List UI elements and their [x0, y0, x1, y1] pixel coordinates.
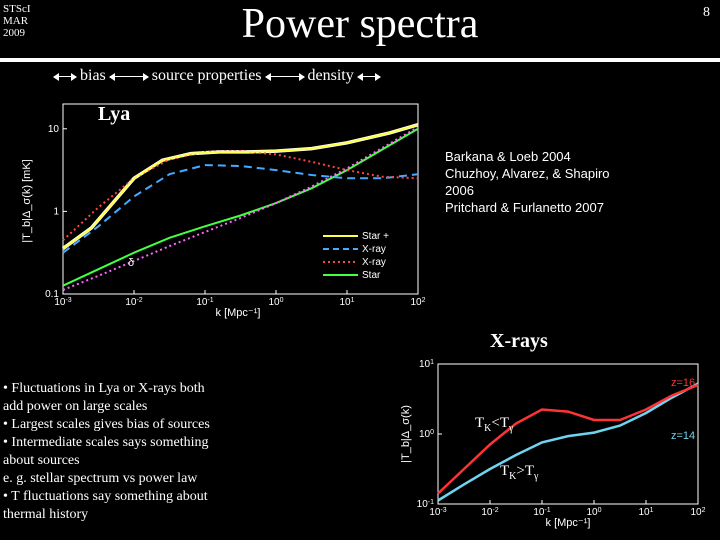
bullet-list: • Fluctuations in Lya or X-rays both add… — [3, 380, 373, 524]
svg-text:100: 100 — [268, 297, 283, 309]
sub-xlabel: k [Mpc⁻¹] — [546, 517, 591, 529]
svg-text:101: 101 — [638, 507, 653, 519]
svg-text:X-ray: X-ray — [362, 244, 386, 255]
arrow-density-right — [358, 76, 380, 77]
ref-2b: 2006 — [445, 182, 610, 199]
bullet-3b: e. g. stellar spectrum vs power law — [3, 470, 373, 488]
svg-text:Star: Star — [362, 270, 381, 281]
xrays-chart-label: X-rays — [490, 330, 548, 353]
z16-label: z=16 — [671, 377, 695, 389]
svg-text:X-ray: X-ray — [362, 257, 386, 268]
main-power-spectrum-chart: 10-310-210-11001011020.1110 k [Mpc⁻¹] |T… — [18, 96, 428, 321]
arrow-bias-left — [54, 76, 76, 77]
bullet-3: • Intermediate scales says something — [3, 434, 373, 452]
svg-text:10-1: 10-1 — [196, 297, 213, 309]
sub-ylabel: |T_b|Δ_σ(k) — [400, 405, 412, 463]
svg-text:101: 101 — [339, 297, 354, 309]
title-rule — [0, 58, 720, 62]
tk-gt-tgamma: TK>Tγ — [500, 463, 538, 482]
bullet-3a: about sources — [3, 452, 373, 470]
svg-text:10-3: 10-3 — [429, 507, 446, 519]
bullet-1a: add power on large scales — [3, 398, 373, 416]
source-label: source properties — [152, 67, 262, 85]
svg-text:102: 102 — [690, 507, 705, 519]
svg-text:102: 102 — [410, 297, 425, 309]
svg-text:0.1: 0.1 — [45, 289, 59, 300]
svg-text:Star +: Star + — [362, 231, 389, 242]
page-title: Power spectra — [0, 0, 720, 48]
svg-text:101: 101 — [419, 359, 434, 371]
svg-text:10: 10 — [48, 124, 60, 135]
density-label: density — [308, 67, 354, 85]
annotation-row: bias source properties density — [50, 67, 384, 85]
references-block: Barkana & Loeb 2004 Chuzhoy, Alvarez, & … — [445, 148, 610, 216]
ref-2: Chuzhoy, Alvarez, & Shapiro — [445, 165, 610, 182]
z14-label: z=14 — [671, 430, 695, 442]
arrow-bias-source — [110, 76, 148, 77]
svg-text:10-2: 10-2 — [125, 297, 142, 309]
svg-text:1: 1 — [53, 206, 59, 217]
svg-text:100: 100 — [419, 429, 434, 441]
main-xlabel: k [Mpc⁻¹] — [216, 307, 261, 319]
bullet-4a: thermal history — [3, 506, 373, 524]
delta-label: δ — [128, 257, 134, 269]
xrays-power-spectrum-chart: 10-310-210-110010110210-1100101 k [Mpc⁻¹… — [398, 356, 708, 531]
arrow-source-density — [266, 76, 304, 77]
ref-1: Barkana & Loeb 2004 — [445, 148, 610, 165]
bullet-4: • T fluctuations say something about — [3, 488, 373, 506]
svg-text:10-2: 10-2 — [481, 507, 498, 519]
bias-label: bias — [80, 67, 106, 85]
main-ylabel: |T_b|Δ_σ(k) [mK] — [21, 159, 33, 242]
ref-3: Pritchard & Furlanetto 2007 — [445, 199, 610, 216]
bullet-2: • Largest scales gives bias of sources — [3, 416, 373, 434]
tk-lt-tgamma: TK<Tγ — [475, 415, 513, 434]
bullet-1: • Fluctuations in Lya or X-rays both — [3, 380, 373, 398]
